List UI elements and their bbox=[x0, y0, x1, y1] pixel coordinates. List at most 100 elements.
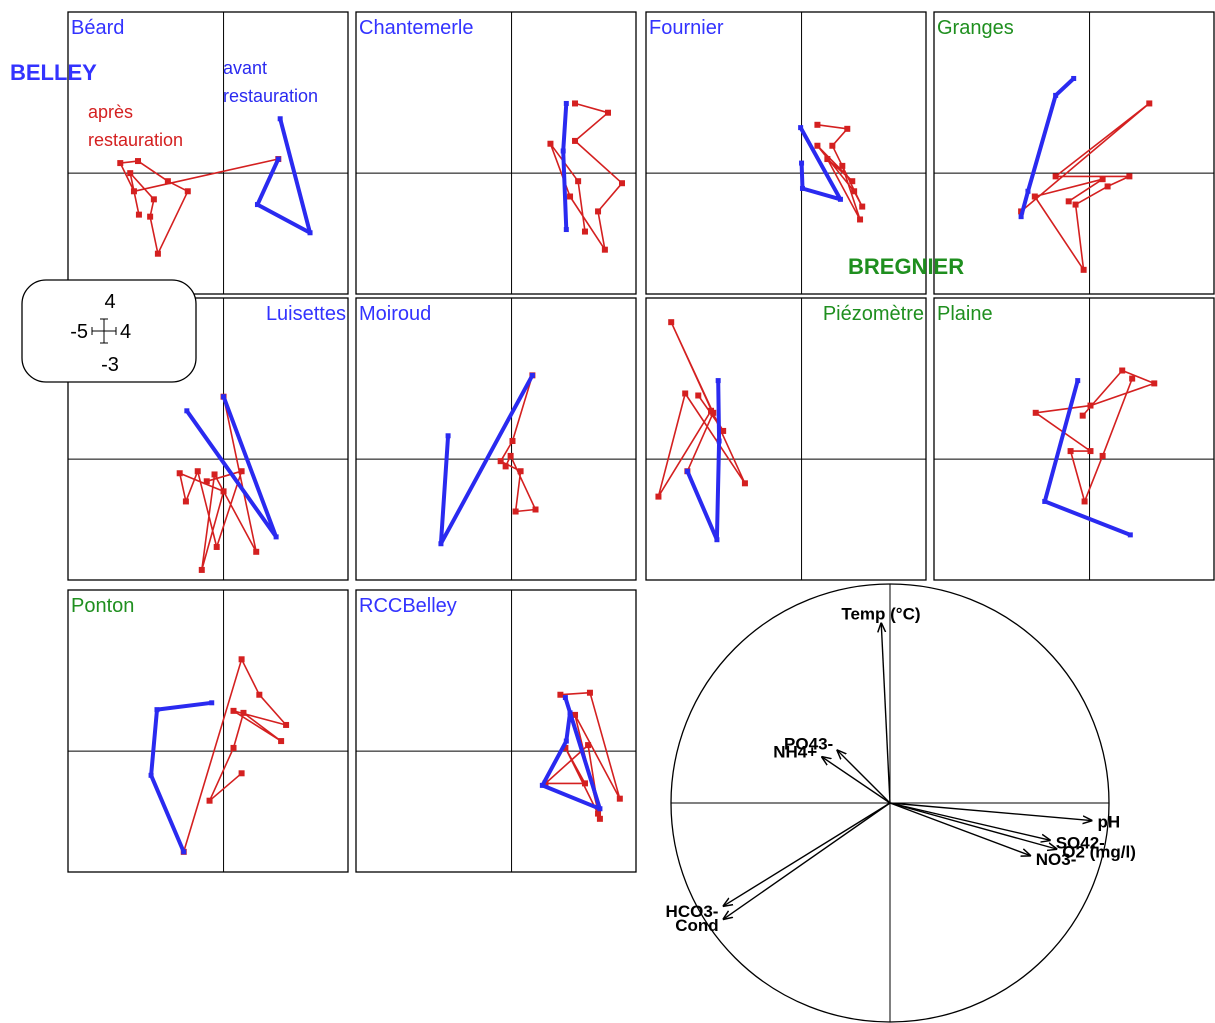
point bbox=[130, 188, 137, 195]
vector bbox=[881, 623, 891, 804]
trajectory-apres bbox=[1020, 102, 1151, 271]
point bbox=[182, 498, 189, 505]
point bbox=[837, 196, 843, 202]
point bbox=[839, 162, 846, 169]
point bbox=[575, 178, 582, 185]
point bbox=[844, 125, 851, 132]
trajectory-apres bbox=[549, 102, 623, 251]
point bbox=[741, 480, 748, 487]
point bbox=[814, 142, 821, 149]
point bbox=[814, 121, 821, 128]
trajectory-avant bbox=[1019, 77, 1076, 218]
vector-label: Temp (°C) bbox=[841, 604, 920, 623]
point bbox=[601, 246, 608, 253]
point bbox=[194, 468, 201, 475]
trajectory-apres bbox=[178, 396, 257, 571]
point bbox=[1080, 266, 1087, 273]
point bbox=[581, 228, 588, 235]
trajectory-apres bbox=[182, 658, 287, 853]
point bbox=[1087, 448, 1094, 455]
annotation-avant: avant restauration bbox=[223, 58, 319, 106]
point bbox=[572, 711, 579, 718]
point bbox=[238, 656, 245, 663]
point bbox=[184, 188, 191, 195]
point bbox=[1072, 201, 1079, 208]
point bbox=[1032, 409, 1039, 416]
vector bbox=[724, 802, 891, 906]
point bbox=[1146, 100, 1153, 107]
annotation-apres: après restauration bbox=[88, 102, 184, 150]
point bbox=[851, 188, 858, 195]
vector bbox=[889, 802, 1050, 840]
point bbox=[563, 738, 569, 744]
point bbox=[563, 100, 569, 106]
point bbox=[438, 541, 444, 547]
trajectory-apres bbox=[816, 124, 863, 221]
point bbox=[1031, 193, 1038, 200]
point bbox=[616, 795, 623, 802]
panel-frame bbox=[355, 297, 637, 581]
point bbox=[596, 815, 603, 822]
point bbox=[547, 140, 554, 147]
point bbox=[585, 742, 592, 749]
point bbox=[1065, 198, 1072, 205]
point bbox=[859, 203, 866, 210]
vector-label: NO3- bbox=[1036, 850, 1077, 869]
point bbox=[184, 408, 190, 414]
point bbox=[254, 202, 260, 208]
panel-frame bbox=[355, 589, 637, 873]
panel-frame bbox=[67, 297, 349, 581]
point bbox=[307, 230, 313, 236]
point bbox=[562, 695, 568, 701]
point bbox=[148, 772, 154, 778]
point bbox=[562, 744, 569, 751]
panel-title: Chantemerle bbox=[359, 17, 474, 39]
point bbox=[135, 211, 142, 218]
point bbox=[512, 508, 519, 515]
point bbox=[586, 689, 593, 696]
point bbox=[203, 478, 210, 485]
point bbox=[597, 806, 603, 812]
panel-frame bbox=[645, 11, 927, 295]
point bbox=[1127, 532, 1133, 538]
point bbox=[445, 433, 451, 439]
point bbox=[1075, 378, 1081, 384]
trajectory-avant bbox=[185, 395, 279, 539]
panel-frame bbox=[645, 297, 927, 581]
point bbox=[1067, 448, 1074, 455]
trajectory-avant bbox=[149, 700, 212, 853]
point bbox=[1071, 75, 1077, 81]
point bbox=[1081, 498, 1088, 505]
point bbox=[238, 770, 245, 777]
point bbox=[1018, 214, 1024, 220]
point bbox=[715, 378, 721, 384]
vector bbox=[837, 750, 891, 804]
panel-frame bbox=[933, 11, 1215, 295]
panel-title: Piézomètre bbox=[823, 303, 924, 325]
vector-label: O2 (mg/l) bbox=[1062, 843, 1136, 862]
point bbox=[275, 156, 281, 162]
point bbox=[849, 178, 856, 185]
scale-xmax: 4 bbox=[120, 321, 131, 343]
point bbox=[1099, 452, 1106, 459]
trajectory-apres bbox=[544, 691, 621, 820]
point bbox=[595, 810, 602, 817]
point bbox=[278, 738, 285, 745]
point bbox=[532, 506, 539, 513]
vector-label: HCO3- bbox=[666, 902, 719, 921]
panel-title: Moiroud bbox=[359, 303, 431, 325]
trajectory-avant bbox=[255, 118, 312, 235]
point bbox=[230, 744, 237, 751]
point bbox=[1126, 173, 1133, 180]
panel-title: RCCBelley bbox=[359, 595, 457, 617]
point bbox=[277, 116, 283, 122]
point bbox=[1025, 188, 1031, 194]
point bbox=[572, 137, 579, 144]
point bbox=[1079, 412, 1086, 419]
point bbox=[595, 208, 602, 215]
point bbox=[567, 193, 574, 200]
panel-title: Ponton bbox=[71, 595, 134, 617]
point bbox=[1099, 176, 1106, 183]
scale-ymax: 4 bbox=[104, 291, 115, 313]
